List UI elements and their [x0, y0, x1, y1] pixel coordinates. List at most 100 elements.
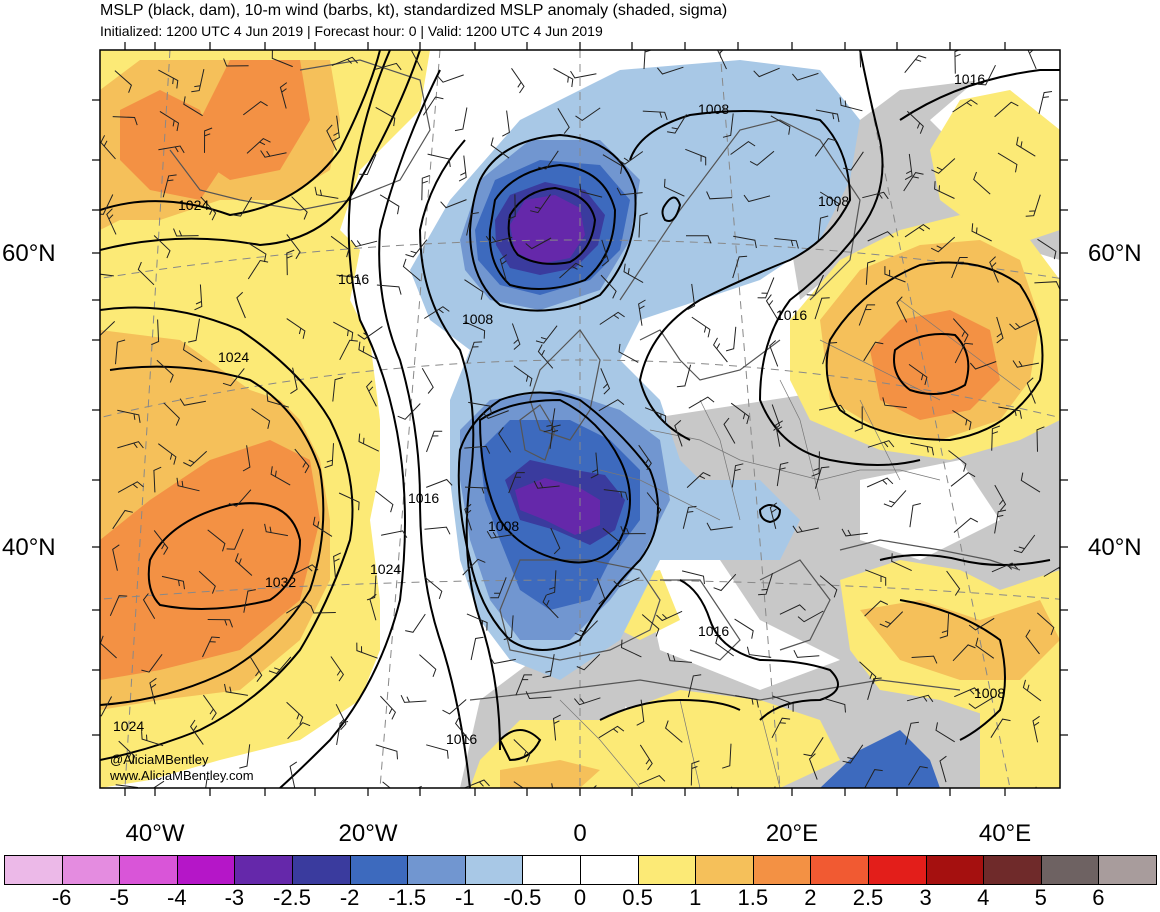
wind-barb	[939, 755, 947, 783]
wind-barb	[998, 406, 1022, 419]
wind-barb	[421, 367, 434, 394]
wind-barb	[525, 691, 552, 700]
wind-barb	[100, 135, 116, 160]
isobar-label: 1024	[113, 718, 144, 734]
wind-barb	[687, 674, 702, 698]
wind-barb	[854, 406, 863, 432]
wind-barb	[715, 635, 734, 657]
wind-barb	[771, 717, 791, 739]
colorbar-swatch	[349, 855, 409, 885]
wind-barb	[1012, 360, 1039, 368]
wind-barb	[543, 408, 556, 433]
wind-barb	[904, 55, 927, 74]
wind-barb	[730, 140, 756, 155]
wind-barb	[641, 614, 660, 637]
graticule	[100, 50, 1060, 788]
wind-barb	[946, 570, 961, 596]
wind-barb	[422, 96, 444, 116]
colorbar-swatch	[292, 855, 351, 885]
wind-barb	[336, 788, 352, 811]
wind-barb	[549, 424, 561, 449]
wind-barb	[839, 97, 863, 112]
wind-barb	[862, 191, 889, 200]
wind-barb	[574, 697, 601, 706]
wind-barb	[822, 342, 838, 365]
wind-barb	[537, 344, 554, 369]
wind-barb	[205, 779, 208, 788]
colorbar-tick-label: -1.5	[388, 885, 427, 910]
wind-barb	[538, 150, 559, 170]
wind-barb	[142, 593, 156, 619]
isobar-labels: 1024 1024 1032 1024 1016 1024 1008 1016 …	[113, 71, 1005, 747]
wind-barb	[464, 279, 484, 300]
wind-barb	[100, 194, 114, 215]
wind-barb	[994, 101, 1019, 118]
wind-barb	[369, 593, 377, 621]
wind-barb	[405, 613, 426, 633]
wind-barb	[638, 775, 666, 785]
wind-barb	[686, 235, 712, 244]
wind-barb	[814, 466, 830, 489]
wind-barb	[644, 407, 667, 424]
colorbar-swatch	[522, 855, 581, 885]
wind-barb	[909, 503, 921, 528]
wind-barb	[542, 594, 559, 619]
wind-barb	[674, 420, 683, 447]
wind-barb	[579, 183, 603, 198]
wind-barb	[141, 654, 163, 673]
wind-barb	[968, 617, 995, 631]
wind-barb	[552, 714, 561, 741]
wind-barb	[112, 116, 138, 126]
colorbar-tick-label: 0.5	[622, 885, 653, 910]
wind-barb	[1026, 377, 1036, 404]
wind-barb	[290, 367, 298, 395]
wind-barb	[486, 530, 514, 539]
colorbar-tick-label: 2	[804, 885, 817, 910]
wind-barb	[814, 138, 837, 157]
wind-barb	[511, 323, 521, 350]
wind-barb	[513, 365, 533, 387]
wind-barb	[803, 737, 824, 757]
wind-barb	[864, 600, 889, 617]
wind-barb	[775, 420, 783, 447]
wind-barb	[682, 505, 697, 529]
colorbar-tick-label: -6	[51, 885, 72, 910]
colorbar-tick-label: -2	[339, 885, 360, 910]
wind-barb	[266, 393, 290, 408]
wind-barb	[859, 50, 862, 68]
wind-barb	[656, 610, 683, 622]
isobar-label: 1032	[265, 574, 296, 590]
wind-barb	[287, 722, 311, 740]
negative-anomaly-saharan	[820, 730, 940, 788]
wind-barb	[118, 740, 136, 764]
colorbar-swatch	[810, 855, 869, 885]
wind-barb	[242, 445, 251, 472]
wind-barb	[948, 450, 967, 472]
wind-barb	[333, 321, 354, 341]
wind-barb	[464, 486, 490, 496]
wind-barb	[336, 721, 349, 745]
wind-barb	[187, 318, 200, 343]
wind-barb	[106, 208, 117, 235]
wind-barb	[286, 318, 306, 339]
wind-barb	[550, 527, 561, 555]
wind-barb	[618, 343, 639, 363]
wind-barb	[723, 417, 736, 444]
lat-label-right-60n: 60°N	[1088, 240, 1142, 267]
wind-barb	[712, 337, 728, 363]
wind-barb	[179, 398, 206, 406]
colorbar-swatch	[1098, 855, 1157, 885]
lat-label-left-40n: 40°N	[2, 534, 56, 561]
wind-barb	[616, 187, 643, 196]
wind-barb	[706, 522, 733, 531]
wind-barb	[294, 448, 310, 474]
wind-barb	[251, 408, 271, 429]
wind-barb	[779, 604, 806, 615]
map-title: MSLP (black, dam), 10-m wind (barbs, kt)…	[100, 2, 728, 19]
wind-barb	[769, 340, 779, 367]
wind-barb	[458, 155, 467, 182]
wind-barb	[350, 239, 378, 248]
wind-barb	[576, 653, 601, 671]
colorbar-swatch	[4, 855, 63, 885]
